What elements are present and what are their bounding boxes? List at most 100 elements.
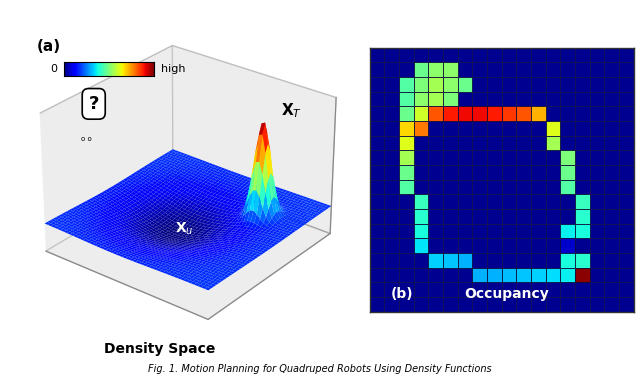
Bar [370,297,385,311]
Bar [472,297,487,311]
Bar [385,209,399,223]
Bar [604,194,619,209]
Bar [385,48,399,62]
Bar [472,62,487,77]
Bar [413,238,428,253]
Bar [443,91,458,106]
Bar [370,268,385,282]
Text: ?: ? [88,95,99,113]
Bar [560,253,575,268]
Bar [413,165,428,180]
Bar [413,209,428,223]
Bar [428,150,443,165]
Bar [619,121,634,136]
Bar [502,282,516,297]
Bar [560,268,575,282]
Bar [589,77,604,91]
Bar [546,48,560,62]
Bar [531,194,546,209]
Bar [487,136,502,150]
Bar [487,238,502,253]
Bar [413,91,428,106]
Bar [443,77,458,91]
Bar [370,121,385,136]
Bar [472,268,487,282]
Bar [458,106,472,121]
Bar [443,62,458,77]
Bar [560,106,575,121]
Bar [428,91,443,106]
Bar [546,268,560,282]
Bar [560,136,575,150]
Bar [413,282,428,297]
Bar [413,223,428,238]
Bar [370,253,385,268]
Bar [428,180,443,194]
Bar [589,165,604,180]
Bar [516,238,531,253]
Bar [619,238,634,253]
Bar [604,297,619,311]
Bar [502,180,516,194]
Bar [502,165,516,180]
Bar [619,268,634,282]
Bar [413,238,428,253]
Bar [516,91,531,106]
Bar [575,180,589,194]
Bar [399,91,413,106]
Bar [560,223,575,238]
Bar [516,209,531,223]
Bar [458,136,472,150]
Bar [589,136,604,150]
Bar [502,106,516,121]
Bar [443,48,458,62]
Bar [516,194,531,209]
Bar [516,62,531,77]
Bar [399,209,413,223]
Bar [619,223,634,238]
Bar [575,238,589,253]
Bar [443,106,458,121]
Bar [575,194,589,209]
Text: (a): (a) [37,39,61,54]
Bar [370,77,385,91]
Text: Fig. 1. Motion Planning for Quadruped Robots Using Density Functions: Fig. 1. Motion Planning for Quadruped Ro… [148,364,492,374]
Bar [443,268,458,282]
Bar [487,106,502,121]
Bar [502,194,516,209]
Bar [413,150,428,165]
Bar [619,180,634,194]
Bar [472,253,487,268]
Bar [428,62,443,77]
Bar [575,253,589,268]
Bar [399,150,413,165]
Bar [370,223,385,238]
Bar [413,77,428,91]
Bar [385,77,399,91]
Bar [619,91,634,106]
Bar [502,150,516,165]
Text: high: high [161,64,185,74]
Bar [589,223,604,238]
Bar [531,136,546,150]
Bar [399,194,413,209]
Bar [589,268,604,282]
Text: (b): (b) [391,287,413,301]
Bar [502,91,516,106]
Bar [546,238,560,253]
Bar [399,106,413,121]
Bar [385,268,399,282]
Bar [443,62,458,77]
Bar [575,136,589,150]
Bar [413,268,428,282]
Text: o o: o o [81,136,92,142]
Bar [575,253,589,268]
Bar [428,77,443,91]
Bar [516,48,531,62]
Bar [575,121,589,136]
Bar [589,194,604,209]
Bar [385,62,399,77]
Bar [516,106,531,121]
Bar [502,209,516,223]
Bar [604,62,619,77]
